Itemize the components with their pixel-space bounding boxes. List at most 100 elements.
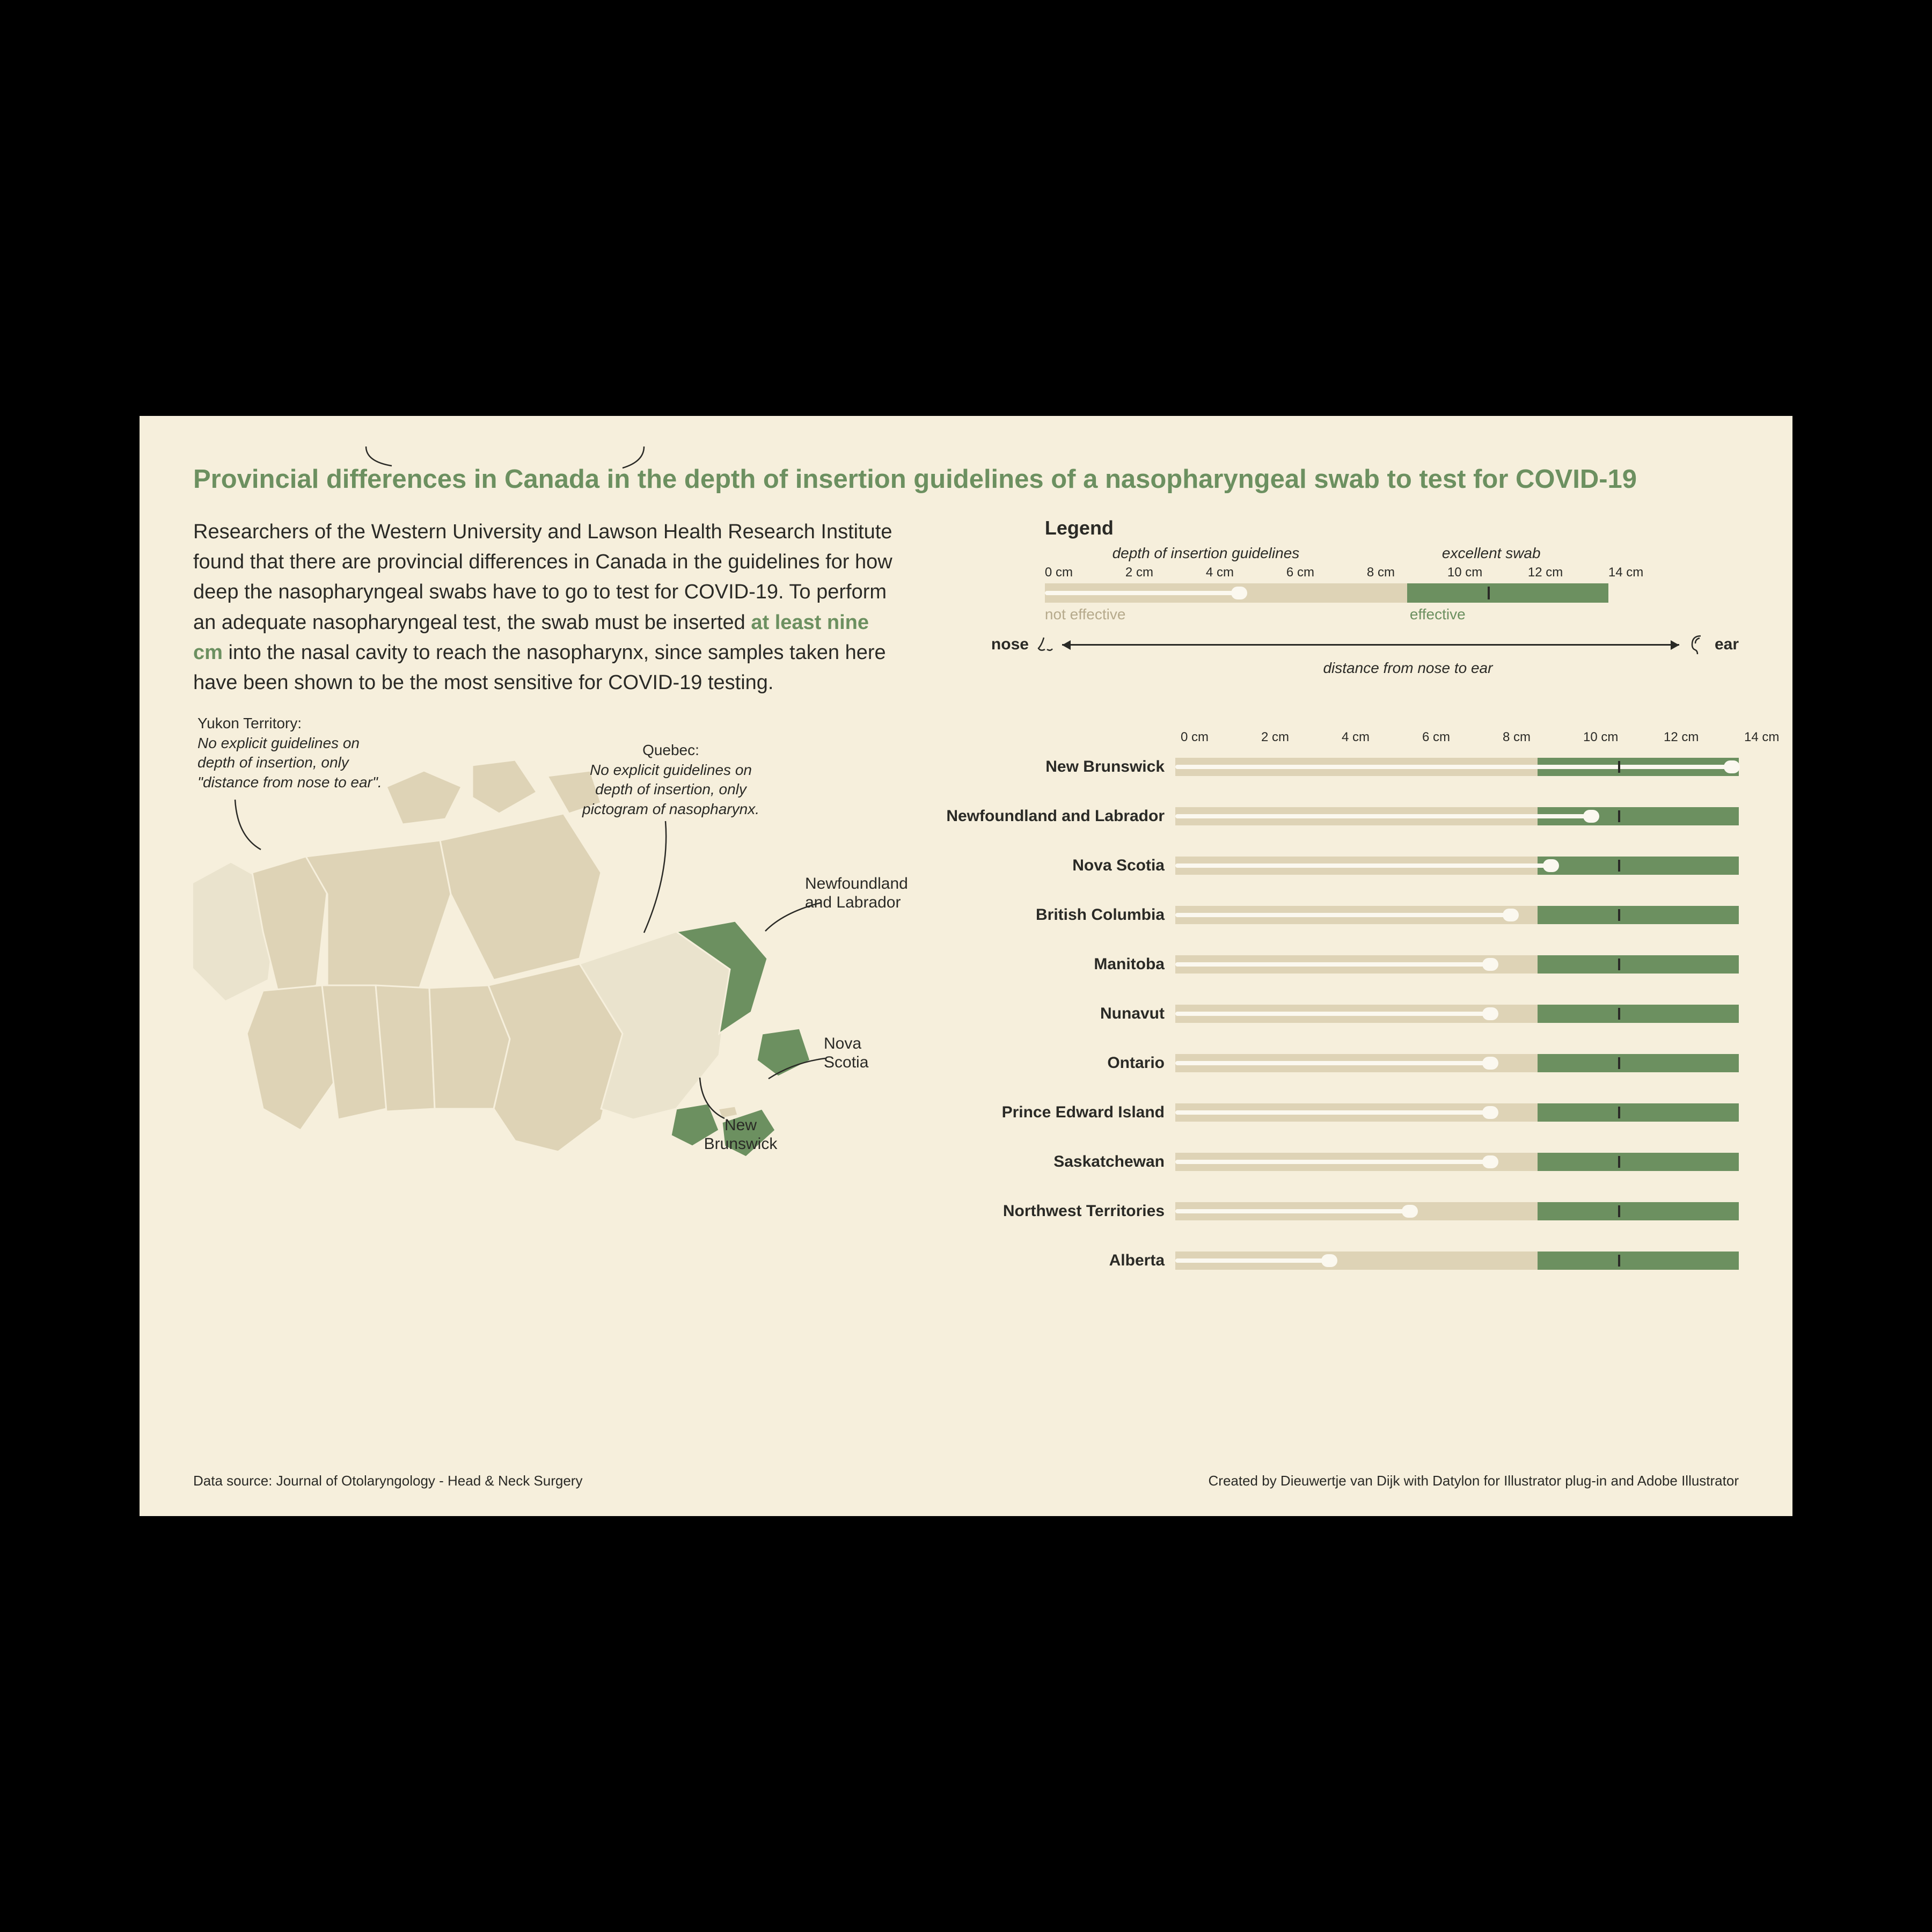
province-name: Nova Scotia [934, 857, 1175, 875]
province-bar [1175, 1005, 1739, 1023]
province-name: Ontario [934, 1054, 1175, 1072]
chart-row: Alberta [934, 1246, 1825, 1275]
tick-label: 12 cm [1664, 730, 1744, 745]
quebec-note-body: No explicit guidelines on depth of inser… [574, 760, 767, 819]
swab-indicator [1175, 1061, 1497, 1065]
legend-subtitles: depth of insertion guidelines excellent … [1045, 545, 1739, 565]
effective-zone [1538, 1005, 1739, 1023]
tick-label: 2 cm [1261, 730, 1342, 745]
chart-row: Newfoundland and Labrador [934, 802, 1825, 831]
province-bar [1175, 1252, 1739, 1270]
chart-row: New Brunswick [934, 752, 1825, 781]
chart-row: Manitoba [934, 950, 1825, 979]
legend-labels: not effective effective [1045, 606, 1608, 623]
yukon-note-title: Yukon Territory: [197, 714, 391, 733]
chart-panel: 0 cm2 cm4 cm6 cm8 cm10 cm12 cm14 cm New … [912, 730, 1825, 1296]
effective-zone [1538, 1054, 1739, 1072]
tick-label: 0 cm [1181, 730, 1261, 745]
tick-label: 6 cm [1286, 565, 1367, 580]
legend-effective: effective [1410, 606, 1608, 623]
tick-label: 8 cm [1503, 730, 1583, 745]
swab-indicator [1175, 765, 1739, 769]
excellent-mark [1618, 1205, 1620, 1217]
legend: Legend depth of insertion guidelines exc… [948, 517, 1739, 698]
legend-title: Legend [1045, 517, 1739, 539]
province-bar [1175, 807, 1739, 825]
nl-map-label: Newfoundland and Labrador [805, 875, 908, 912]
excellent-mark [1618, 1255, 1620, 1267]
nose-icon [1036, 635, 1055, 654]
effective-zone [1538, 906, 1739, 924]
tick-label: 4 cm [1206, 565, 1286, 580]
tick-label: 4 cm [1342, 730, 1422, 745]
footer: Data source: Journal of Otolaryngology -… [193, 1473, 1739, 1489]
effective-zone [1407, 583, 1608, 603]
chart-rows: New Brunswick Newfoundland and Labrador … [934, 752, 1825, 1275]
ns-map-label: Nova Scotia [824, 1035, 894, 1072]
intro-paragraph: Researchers of the Western University an… [193, 517, 895, 698]
ear-label: ear [1715, 635, 1739, 654]
distance-label: distance from nose to ear [1077, 660, 1739, 677]
swab-indicator [1175, 1160, 1497, 1164]
infographic-page: Provincial differences in Canada in the … [140, 416, 1792, 1516]
nb-map-label: New Brunswick [692, 1116, 789, 1153]
top-section: Researchers of the Western University an… [193, 517, 1739, 698]
effective-zone [1538, 857, 1739, 875]
legend-not-effective: not effective [1045, 606, 1125, 623]
province-bar [1175, 1054, 1739, 1072]
page-title: Provincial differences in Canada in the … [193, 464, 1739, 494]
province-name: Prince Edward Island [934, 1103, 1175, 1122]
chart-ticks: 0 cm2 cm4 cm6 cm8 cm10 cm12 cm14 cm [1181, 730, 1825, 745]
legend-ticks: 0 cm2 cm4 cm6 cm8 cm10 cm12 cm14 cm [1045, 565, 1739, 580]
province-name: British Columbia [934, 906, 1175, 924]
province-name: Northwest Territories [934, 1202, 1175, 1220]
swab-indicator [1175, 1110, 1497, 1115]
nose-ear-arrow: nose ear [991, 633, 1739, 656]
excellent-mark [1618, 909, 1620, 921]
swab-indicator [1175, 863, 1558, 868]
canada-map [193, 733, 880, 1238]
excellent-mark [1618, 810, 1620, 822]
province-bar [1175, 1153, 1739, 1171]
legend-depth-label: depth of insertion guidelines [1045, 545, 1367, 562]
chart-row: Nunavut [934, 999, 1825, 1028]
swab-indicator [1045, 591, 1246, 595]
nose-label: nose [991, 635, 1029, 654]
chart-row: Nova Scotia [934, 851, 1825, 880]
province-name: Nunavut [934, 1005, 1175, 1023]
effective-zone [1538, 955, 1739, 974]
tick-label: 8 cm [1367, 565, 1447, 580]
tick-label: 14 cm [1744, 730, 1825, 745]
chart-row: Prince Edward Island [934, 1098, 1825, 1127]
swab-indicator [1175, 1209, 1417, 1213]
tick-label: 0 cm [1045, 565, 1125, 580]
province-name: Manitoba [934, 955, 1175, 974]
excellent-mark [1488, 587, 1490, 599]
quebec-note-title: Quebec: [574, 741, 767, 760]
legend-bar [1045, 583, 1608, 603]
tick-label: 10 cm [1583, 730, 1664, 745]
tick-label: 12 cm [1528, 565, 1608, 580]
excellent-mark [1618, 860, 1620, 872]
footer-source: Data source: Journal of Otolaryngology -… [193, 1473, 582, 1489]
swab-indicator [1175, 1258, 1336, 1263]
effective-zone [1538, 1103, 1739, 1122]
excellent-mark [1618, 1057, 1620, 1069]
province-name: New Brunswick [934, 758, 1175, 776]
swab-indicator [1175, 814, 1598, 818]
swab-indicator [1175, 1012, 1497, 1016]
excellent-mark [1618, 1156, 1620, 1168]
tick-label: 2 cm [1125, 565, 1206, 580]
province-bar [1175, 857, 1739, 875]
ear-icon [1687, 633, 1707, 656]
excellent-mark [1618, 1107, 1620, 1118]
excellent-mark [1618, 761, 1620, 773]
province-bar [1175, 955, 1739, 974]
arrow-line [1062, 644, 1679, 646]
chart-row: Saskatchewan [934, 1147, 1825, 1176]
province-bar [1175, 758, 1739, 776]
tick-label: 14 cm [1608, 565, 1689, 580]
effective-zone [1538, 1252, 1739, 1270]
excellent-mark [1618, 1008, 1620, 1020]
province-name: Newfoundland and Labrador [934, 807, 1175, 825]
